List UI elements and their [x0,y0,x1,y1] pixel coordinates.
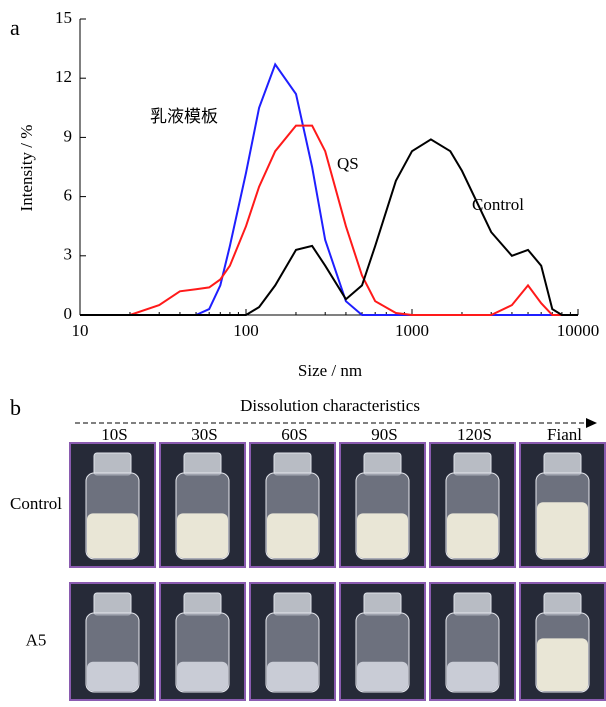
y-tick-label: 15 [55,8,72,27]
vial-neck [543,452,582,476]
panel-label: b [10,395,21,420]
x-axis-label: Size / nm [298,361,362,380]
liquid [267,513,318,558]
liquid [177,661,228,691]
x-tick-label: 10 [72,321,89,340]
vial-neck [453,592,492,616]
vial-neck [273,452,312,476]
liquid [537,502,588,558]
liquid [357,661,408,691]
vial-neck [183,592,222,616]
vial-neck [183,452,222,476]
y-tick-label: 9 [64,126,73,145]
x-tick-label: 1000 [395,321,429,340]
column-label: 60S [281,425,307,444]
vial-neck [453,452,492,476]
vial-neck [93,592,132,616]
y-tick-label: 12 [55,67,72,86]
liquid [447,513,498,558]
vial-neck [273,592,312,616]
y-tick-label: 6 [64,186,73,205]
column-label: 120S [457,425,492,444]
y-tick-label: 0 [64,304,73,323]
series-line [80,62,578,316]
panel-title: Dissolution characteristics [240,396,420,415]
series-label: Control [472,195,524,214]
series-label: 乳液模板 [150,107,218,126]
liquid [447,661,498,691]
arrow-head [586,418,597,428]
liquid [537,638,588,691]
series-line [80,124,578,316]
row-label: A5 [26,630,47,649]
panel-label: a [10,15,20,40]
vial-neck [363,452,402,476]
column-label: Fianl [547,425,582,444]
liquid [267,661,318,691]
x-tick-label: 10000 [557,321,600,340]
liquid [177,513,228,558]
x-tick-label: 100 [233,321,259,340]
column-label: 10S [101,425,127,444]
column-label: 30S [191,425,217,444]
series-label: QS [337,154,359,173]
row-label: Control [10,494,62,513]
liquid [87,661,138,691]
y-axis-label: Intensity / % [17,125,36,212]
series-line [80,138,578,316]
liquid [87,513,138,558]
y-tick-label: 3 [64,245,73,264]
liquid [357,513,408,558]
vial-neck [543,592,582,616]
vial-neck [93,452,132,476]
vial-neck [363,592,402,616]
column-label: 90S [371,425,397,444]
